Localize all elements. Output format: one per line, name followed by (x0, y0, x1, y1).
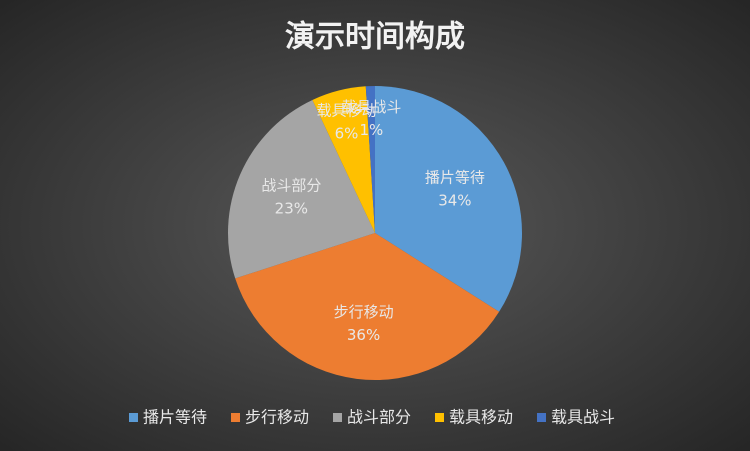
pie-slice (375, 86, 522, 312)
pie-slice (228, 99, 375, 279)
slice-value-label: 6% (335, 124, 359, 142)
legend-swatch (333, 413, 342, 422)
slice-label: 步行移动 (334, 303, 394, 321)
legend-label: 战斗部分 (347, 408, 411, 427)
legend-label: 步行移动 (245, 408, 309, 427)
slice-value-label: 1% (360, 121, 384, 139)
pie-slice (365, 86, 375, 233)
chart-title: 演示时间构成 (285, 20, 465, 55)
slice-value-label: 23% (275, 199, 308, 217)
legend-swatch (129, 413, 138, 422)
legend-label: 载具战斗 (551, 408, 615, 427)
legend-swatch (537, 413, 546, 422)
legend-label: 载具移动 (449, 408, 513, 427)
pie-slice (235, 233, 500, 380)
slice-label: 载具移动 (316, 101, 376, 119)
pie-slice (312, 86, 375, 233)
slice-label: 战斗部分 (261, 176, 321, 194)
slice-label: 载具战斗 (341, 98, 401, 116)
slice-label: 播片等待 (425, 169, 485, 187)
legend-swatch (435, 413, 444, 422)
slice-value-label: 34% (438, 192, 471, 210)
slice-value-label: 36% (347, 326, 380, 344)
legend-swatch (231, 413, 240, 422)
legend-label: 播片等待 (143, 408, 207, 427)
